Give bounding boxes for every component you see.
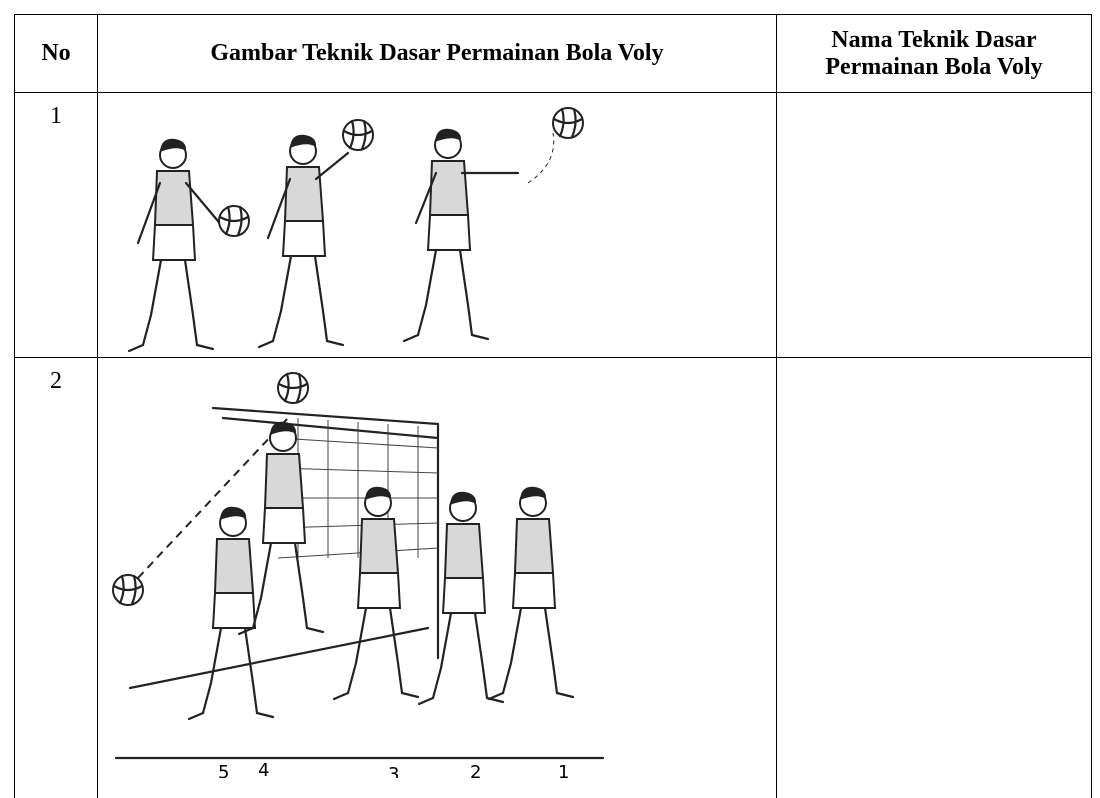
figure-label: 1 xyxy=(558,762,569,778)
row: 2 5 4 3 2 1 xyxy=(14,357,1092,798)
image-cell xyxy=(97,92,777,358)
row-number: 1 xyxy=(14,92,98,358)
player-figure xyxy=(127,137,215,353)
ball xyxy=(551,106,585,140)
figure-label: 5 xyxy=(218,762,229,778)
row-number: 2 xyxy=(14,357,98,798)
net xyxy=(211,406,440,660)
header-cell: Gambar Teknik Dasar Permainan Bola Voly xyxy=(97,14,777,93)
ball xyxy=(111,573,145,607)
name-cell xyxy=(776,92,1092,358)
name-cell xyxy=(776,357,1092,798)
figure-label: 2 xyxy=(470,762,481,778)
row: 1 xyxy=(14,92,1092,358)
figure-label: 4 xyxy=(258,760,269,778)
technique-table: No Gambar Teknik Dasar Permainan Bola Vo… xyxy=(14,14,1092,798)
header-row: No Gambar Teknik Dasar Permainan Bola Vo… xyxy=(14,14,1092,93)
figure-label: 3 xyxy=(388,764,399,778)
blocking-illustration: 5 4 3 2 1 xyxy=(111,371,605,778)
header-cell: No xyxy=(14,14,98,93)
player-figure xyxy=(187,505,275,721)
player-figure xyxy=(332,485,420,701)
ball-path xyxy=(527,132,555,184)
arm xyxy=(414,171,520,225)
ball-path xyxy=(137,417,289,579)
ball xyxy=(217,204,251,238)
passing-illustration xyxy=(127,106,585,353)
court-line xyxy=(114,626,605,760)
header-cell: Nama Teknik Dasar Permainan Bola Voly xyxy=(776,14,1092,93)
image-cell: 5 4 3 2 1 xyxy=(97,357,777,798)
ball xyxy=(341,118,375,152)
ball xyxy=(276,371,310,405)
player-figure xyxy=(402,127,490,343)
arm xyxy=(266,151,350,240)
player-figure xyxy=(487,485,575,701)
